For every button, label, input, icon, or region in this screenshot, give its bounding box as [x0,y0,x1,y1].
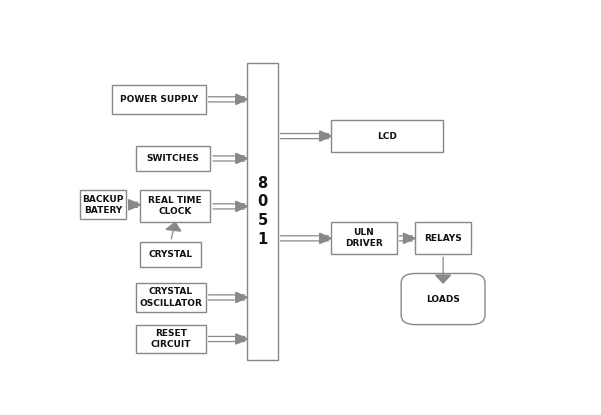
Polygon shape [129,200,141,210]
FancyBboxPatch shape [80,190,126,219]
Text: LCD: LCD [377,132,397,141]
Text: ULN
DRIVER: ULN DRIVER [345,228,383,249]
Text: RESET
CIRCUIT: RESET CIRCUIT [150,329,191,349]
Polygon shape [236,292,248,303]
FancyBboxPatch shape [136,325,206,354]
Text: CRYSTAL
OSCILLATOR: CRYSTAL OSCILLATOR [139,288,202,308]
FancyBboxPatch shape [136,283,206,312]
Polygon shape [236,334,248,344]
Text: SWITCHES: SWITCHES [147,154,200,163]
Text: REAL TIME
CLOCK: REAL TIME CLOCK [148,196,202,217]
FancyBboxPatch shape [415,222,471,254]
Polygon shape [320,233,331,244]
Polygon shape [436,275,451,283]
Polygon shape [236,201,248,212]
FancyBboxPatch shape [112,85,206,114]
Polygon shape [320,131,331,141]
Text: POWER SUPPLY: POWER SUPPLY [120,95,198,104]
Text: 8
0
5
1: 8 0 5 1 [257,176,267,247]
Polygon shape [236,94,248,105]
FancyBboxPatch shape [331,120,443,152]
Text: BACKUP
BATERY: BACKUP BATERY [82,195,124,215]
Polygon shape [403,233,415,244]
FancyBboxPatch shape [248,63,278,360]
FancyBboxPatch shape [141,242,201,267]
Text: LOADS: LOADS [426,295,460,303]
FancyBboxPatch shape [401,273,485,325]
FancyBboxPatch shape [141,190,210,222]
FancyBboxPatch shape [331,222,397,254]
FancyBboxPatch shape [136,146,210,171]
Polygon shape [236,153,248,164]
Text: RELAYS: RELAYS [424,234,462,243]
Polygon shape [166,222,181,231]
Text: CRYSTAL: CRYSTAL [148,250,193,259]
